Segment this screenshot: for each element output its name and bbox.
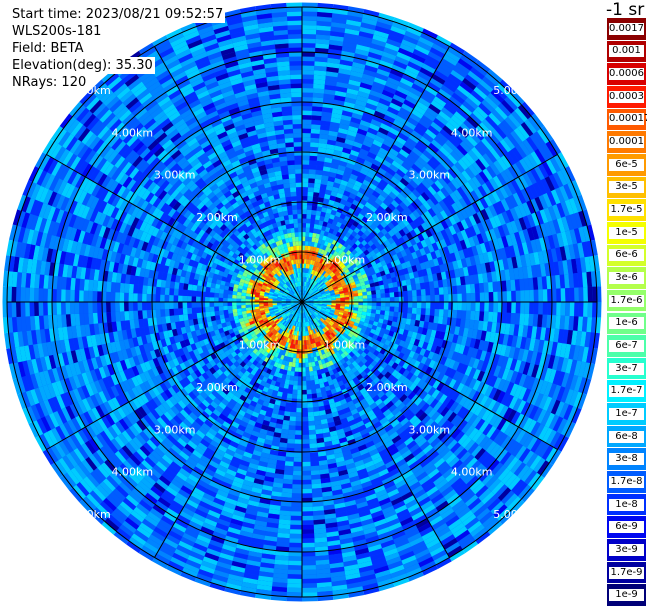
colorbar-swatch: 1e-6 [607, 312, 646, 336]
colorbar-tick-label: 1e-5 [609, 226, 644, 239]
range-ring-label: 1.00km [239, 338, 281, 351]
colorbar-tick-label: 6e-8 [609, 430, 644, 443]
range-ring-label: 1.00km [324, 338, 366, 351]
scan-info-panel: Start time: 2023/08/21 09:52:57 WLS200s-… [10, 6, 226, 91]
range-ring-label: 4.00km [451, 466, 493, 479]
colorbar-swatch: 6e-5 [607, 153, 646, 177]
range-ring-label: 5.00km [493, 508, 535, 521]
colorbar-swatch: 3e-6 [607, 267, 646, 290]
colorbar-swatch: 3e-9 [607, 539, 646, 562]
azimuth-spoke [46, 301, 303, 450]
nrays-label: NRays: 120 [10, 74, 89, 91]
range-ring-label: 3.00km [154, 169, 196, 182]
colorbar-swatch: 6e-7 [607, 335, 646, 358]
colorbar-tick-label: 6e-7 [609, 339, 644, 352]
colorbar-tick-label: 3e-8 [609, 453, 644, 466]
colorbar-tick-label: 0.001 [609, 45, 644, 58]
data-gates [2, 2, 602, 602]
colorbar-swatch: 1.7e-7 [607, 380, 646, 404]
colorbar-swatch: 1e-7 [607, 403, 646, 426]
azimuth-spoke [301, 46, 450, 303]
colorbar-tick-label: 3e-7 [609, 362, 644, 375]
range-ring-label: 3.00km [409, 169, 451, 182]
range-ring-label: 2.00km [196, 381, 238, 394]
range-ring-label: 4.00km [451, 126, 493, 139]
colorbar-swatch: 0.001 [607, 40, 646, 64]
azimuth-spoke [46, 154, 303, 303]
colorbar-swatch: 1.7e-5 [607, 199, 646, 222]
colorbar-swatch: 1e-9 [607, 584, 646, 607]
range-ring-label: 3.00km [409, 423, 451, 436]
colorbar-swatch: 1.7e-9 [607, 561, 646, 585]
range-ring-label: 1.00km [239, 254, 281, 267]
colorbar-tick-label: 0.0001 [609, 136, 644, 149]
field-label: Field: BETA [10, 40, 86, 57]
range-ring-label: 2.00km [196, 211, 238, 224]
range-ring-label: 5.00km [69, 508, 111, 521]
colorbar-tick-label: 3e-6 [609, 272, 644, 284]
colorbar-tick-label: 1.7e-9 [609, 566, 644, 579]
colorbar-tick-label: 3e-5 [609, 181, 644, 194]
colorbar-swatch: 1.7e-6 [607, 289, 646, 313]
colorbar-swatch: 1.7e-8 [607, 471, 646, 494]
azimuth-spoke [154, 301, 303, 558]
colorbar-swatch: 0.0003 [607, 85, 646, 109]
colorbar-tick-label: 0.0017 [609, 22, 644, 35]
range-ring-label: 1.00km [324, 254, 366, 267]
colorbar-swatch: 1e-8 [607, 493, 646, 517]
colorbar-swatch: 0.00017 [607, 108, 647, 132]
colorbar-tick-label: 6e-5 [609, 158, 644, 171]
colorbar-swatch: 0.0006 [607, 63, 646, 86]
colorbar-swatch: 6e-9 [607, 516, 646, 540]
colorbar-tick-label: 1.7e-7 [609, 385, 644, 398]
azimuth-spoke [301, 154, 558, 303]
colorbar: 0.0017 0.001 0.0006 0.0003 0.00017 0.0001 6e-5… [607, 18, 647, 607]
range-ring-label: 4.00km [112, 126, 154, 139]
colorbar-tick-label: 6e-9 [609, 521, 644, 534]
colorbar-tick-label: 0.00017 [609, 113, 647, 126]
colorbar-swatch: 1e-5 [607, 221, 646, 245]
start-time-label: Start time: 2023/08/21 09:52:57 [10, 6, 226, 23]
colorbar-swatch: 0.0017 [607, 18, 646, 41]
colorbar-swatch: 3e-7 [607, 357, 646, 381]
colorbar-swatch: 3e-5 [607, 176, 646, 200]
range-ring-label: 2.00km [366, 381, 408, 394]
colorbar-tick-label: 0.0006 [609, 68, 644, 81]
azimuth-spoke [154, 46, 303, 303]
range-ring-label: 4.00km [112, 466, 154, 479]
azimuth-spoke [301, 301, 558, 450]
colorbar-tick-label: 0.0003 [609, 90, 644, 103]
instrument-label: WLS200s-181 [10, 23, 104, 40]
colorbar-tick-label: 1e-9 [609, 589, 644, 602]
range-ring-label: 3.00km [154, 423, 196, 436]
colorbar-swatch: 3e-8 [607, 448, 646, 472]
azimuth-spoke [301, 301, 450, 558]
colorbar-tick-label: 3e-9 [609, 543, 644, 556]
colorbar-tick-label: 1e-6 [609, 317, 644, 330]
range-ring-label: 5.00km [493, 84, 535, 97]
colorbar-swatch: 0.0001 [607, 131, 646, 154]
colorbar-tick-label: 1.7e-6 [609, 294, 644, 307]
colorbar-tick-label: 1e-8 [609, 498, 644, 511]
colorbar-swatch: 6e-6 [607, 244, 646, 268]
elevation-label: Elevation(deg): 35.30 [10, 57, 155, 74]
colorbar-tick-label: 1.7e-5 [609, 204, 644, 217]
colorbar-tick-label: 1.7e-8 [609, 475, 644, 488]
range-ring-label: 2.00km [366, 211, 408, 224]
colorbar-swatch: 6e-8 [607, 425, 646, 449]
colorbar-tick-label: 6e-6 [609, 249, 644, 262]
colorbar-unit: -1 sr [606, 0, 645, 20]
colorbar-tick-label: 1e-7 [609, 407, 644, 420]
